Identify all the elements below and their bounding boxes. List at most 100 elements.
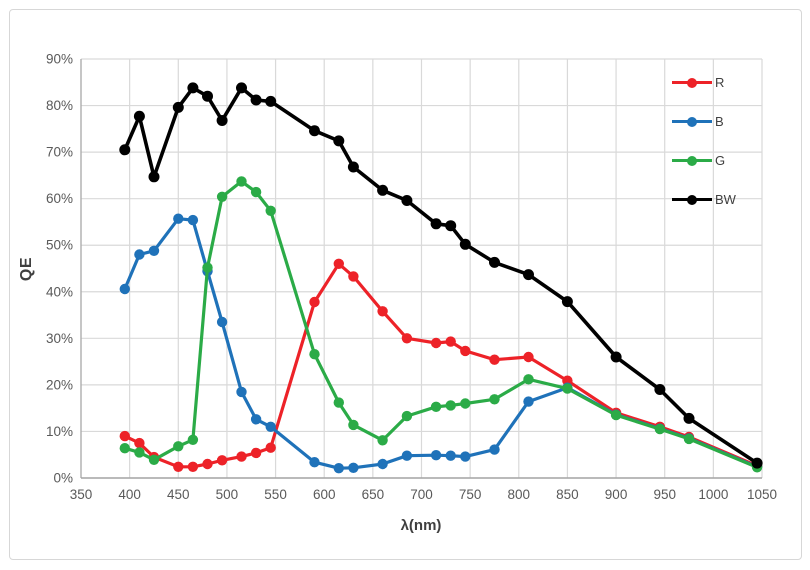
series-B-marker — [187, 214, 199, 226]
series-G-marker — [202, 262, 213, 273]
series-B-marker — [445, 450, 456, 461]
series-BW-marker — [265, 95, 277, 107]
series-G-marker — [348, 419, 359, 431]
legend-label: R — [715, 75, 725, 90]
series-BW-marker — [430, 218, 442, 230]
legend-item-b: B — [672, 102, 736, 141]
chart-outer-border — [9, 9, 802, 560]
series-R-marker — [265, 442, 276, 453]
series-R-marker — [430, 337, 442, 349]
series-R-marker — [309, 296, 320, 308]
series-B-marker — [250, 414, 262, 425]
series-BW — [119, 82, 763, 469]
series-BW-marker — [445, 220, 457, 232]
x-tick-label: 450 — [167, 487, 190, 502]
x-tick-label: 900 — [605, 487, 628, 502]
x-tick-label: 600 — [313, 487, 336, 502]
series-G-marker — [309, 349, 320, 360]
series-B-marker — [333, 463, 344, 474]
x-tick-label: 750 — [459, 487, 482, 502]
series-B-marker — [134, 249, 145, 260]
series-BW-marker — [148, 171, 160, 183]
series-G-marker — [333, 397, 344, 408]
y-axis-tick-labels: 0% 10% 20% 30% 40% 50% 60% 70% 80% 90% — [46, 52, 73, 486]
series-R-marker — [250, 447, 262, 459]
series-B-marker — [523, 396, 534, 407]
x-tick-label: 350 — [70, 487, 93, 502]
series-R-marker — [236, 451, 247, 462]
series-G-marker — [654, 423, 666, 435]
x-axis-tick-labels: 350 400 450 500 550 600 650 700 750 800 850 900 950 1… — [70, 487, 777, 502]
y-tick-label: 60% — [46, 191, 73, 206]
series-BW-marker — [133, 110, 145, 122]
series-G-marker — [119, 443, 130, 454]
series-G-marker — [173, 441, 184, 452]
legend-item-g: G — [672, 141, 736, 180]
series-B-marker — [216, 316, 228, 328]
gridlines — [80, 58, 763, 479]
series-B — [119, 213, 763, 474]
series-B-marker — [309, 457, 320, 468]
series-G-marker — [148, 454, 160, 465]
x-tick-label: 400 — [118, 487, 141, 502]
series-R-marker — [173, 461, 184, 472]
legend-swatch-b — [672, 116, 712, 128]
series-BW-marker — [250, 94, 262, 106]
series-BW-marker — [187, 82, 199, 94]
legend-label: B — [715, 114, 724, 129]
series-B-marker — [377, 458, 388, 470]
legend-dot-icon — [687, 116, 697, 127]
series-B-marker — [173, 213, 184, 224]
series-R-marker — [348, 271, 359, 282]
y-tick-label: 70% — [46, 145, 73, 160]
series-BW-marker — [309, 125, 320, 137]
legend-swatch-r — [672, 77, 712, 89]
series-BW-marker — [377, 184, 389, 196]
series-R-marker — [202, 458, 213, 470]
series-B-marker — [430, 450, 442, 461]
series-G-marker — [187, 434, 199, 445]
series-R-marker — [489, 354, 500, 365]
series-BW-marker — [683, 412, 695, 424]
y-tick-label: 30% — [46, 331, 73, 346]
series-BW-marker — [216, 115, 228, 126]
series-B-marker — [119, 283, 130, 295]
x-tick-label: 500 — [216, 487, 239, 502]
series-G-marker — [430, 401, 442, 412]
legend-item-bw: BW — [672, 180, 736, 219]
series-G-marker — [401, 410, 413, 422]
series-G-marker — [610, 409, 622, 421]
legend-label: BW — [715, 192, 736, 207]
series-G-marker — [134, 447, 145, 458]
x-tick-label: 550 — [264, 487, 287, 502]
series-R-marker — [333, 258, 344, 269]
series-G-marker — [523, 374, 534, 385]
series-B-marker — [489, 444, 500, 455]
series-R-marker — [401, 333, 413, 344]
series-BW-marker — [523, 269, 534, 281]
series-B-marker — [236, 386, 247, 398]
y-tick-label: 50% — [46, 238, 73, 253]
series-B-marker — [348, 462, 359, 473]
series-BW-marker — [347, 161, 359, 173]
legend-dot-icon — [687, 77, 697, 88]
series-G-marker — [265, 205, 276, 216]
series-B-marker — [265, 421, 276, 432]
y-tick-label: 10% — [46, 424, 73, 439]
legend-swatch-bw — [672, 194, 712, 206]
series-G-marker — [683, 433, 695, 445]
y-axis-title: QE — [18, 256, 35, 282]
series-R-marker — [523, 351, 534, 363]
series-BW-marker — [654, 384, 666, 395]
series-BW-marker — [172, 101, 184, 113]
y-tick-label: 80% — [46, 98, 73, 113]
legend-item-r: R — [672, 63, 736, 102]
x-axis-title: λ(nm) — [400, 517, 442, 534]
series-G-marker — [236, 176, 247, 187]
series-BW-marker — [119, 144, 131, 156]
x-tick-label: 1050 — [747, 487, 777, 502]
legend: R B G BW — [672, 63, 736, 219]
series-G — [119, 176, 763, 473]
series-BW-marker — [333, 135, 345, 147]
